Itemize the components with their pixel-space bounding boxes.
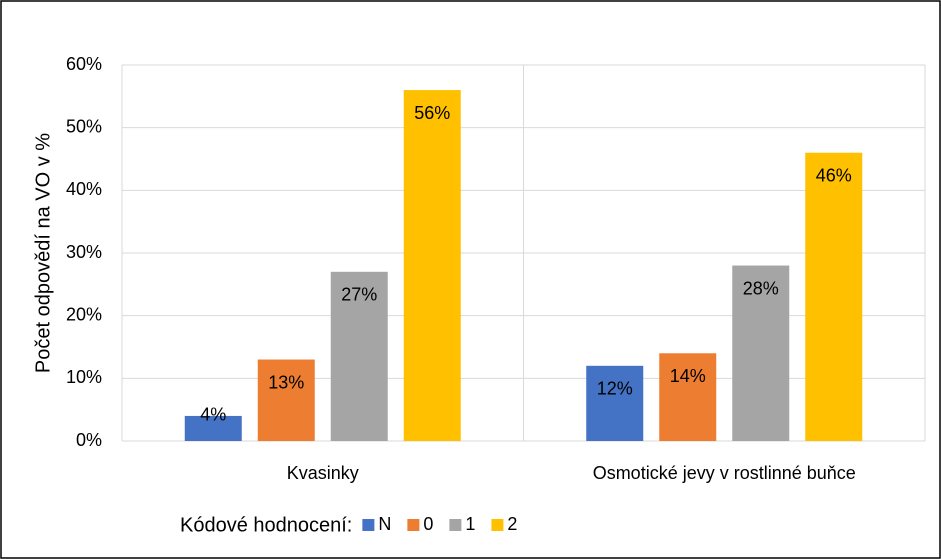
y-tick-label: 30% — [66, 242, 102, 262]
bar — [184, 415, 242, 441]
legend-title: Kódové hodnocení: — [180, 514, 352, 536]
data-label: 56% — [414, 103, 450, 123]
data-label: 27% — [341, 285, 377, 305]
legend-label: 1 — [465, 514, 475, 534]
legend-label: N — [378, 514, 391, 534]
y-tick-label: 50% — [66, 116, 102, 136]
x-tick-label: Osmotické jevy v rostlinné buňce — [593, 463, 856, 483]
data-label: 14% — [670, 366, 706, 386]
bar — [659, 353, 717, 441]
bar — [732, 265, 790, 441]
bar — [586, 365, 644, 441]
legend-swatch — [449, 519, 462, 531]
y-tick-label: 20% — [66, 304, 102, 324]
legend-swatch — [491, 519, 504, 531]
y-tick-label: 0% — [76, 430, 102, 450]
data-label: 46% — [816, 165, 852, 185]
legend-swatch — [407, 519, 420, 531]
data-label: 28% — [743, 278, 779, 298]
y-tick-label: 10% — [66, 367, 102, 387]
bar — [403, 90, 461, 442]
data-label: 12% — [597, 379, 633, 399]
legend-label: 0 — [423, 514, 433, 534]
bar — [330, 271, 388, 441]
data-label: 4% — [200, 405, 226, 425]
data-label: 13% — [268, 372, 304, 392]
y-tick-label: 60% — [66, 54, 102, 74]
x-tick-label: Kvasinky — [287, 463, 359, 483]
legend-label: 2 — [507, 514, 517, 534]
bar — [257, 359, 315, 441]
bar — [805, 152, 863, 441]
y-tick-label: 40% — [66, 179, 102, 199]
y-axis-label: Počet odpovědí na VO v % — [32, 133, 54, 373]
legend-swatch — [362, 519, 375, 531]
